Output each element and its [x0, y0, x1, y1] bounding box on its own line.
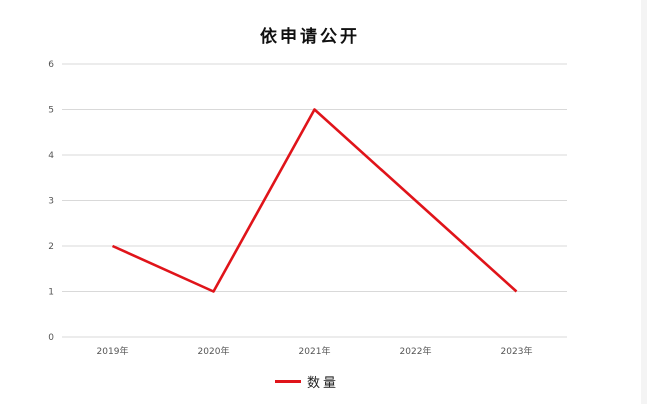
scrollbar-strip [641, 0, 647, 404]
x-tick-label: 2021年 [299, 345, 331, 357]
y-tick-label: 5 [48, 106, 54, 116]
y-tick-label: 0 [48, 333, 54, 343]
y-tick-label: 1 [48, 288, 54, 298]
chart-title: 依申请公开 [260, 27, 360, 47]
legend-label: 数量 [307, 376, 340, 391]
y-tick-label: 4 [48, 151, 54, 161]
x-tick-label: 2022年 [400, 345, 432, 357]
x-tick-label: 2023年 [501, 345, 533, 357]
y-tick-label: 3 [48, 197, 54, 207]
x-tick-label: 2019年 [97, 345, 129, 357]
y-tick-label: 6 [48, 60, 54, 70]
legend: 数量 [275, 372, 339, 391]
legend-swatch [275, 380, 301, 383]
y-tick-label: 2 [48, 242, 54, 252]
x-tick-label: 2020年 [198, 345, 230, 357]
